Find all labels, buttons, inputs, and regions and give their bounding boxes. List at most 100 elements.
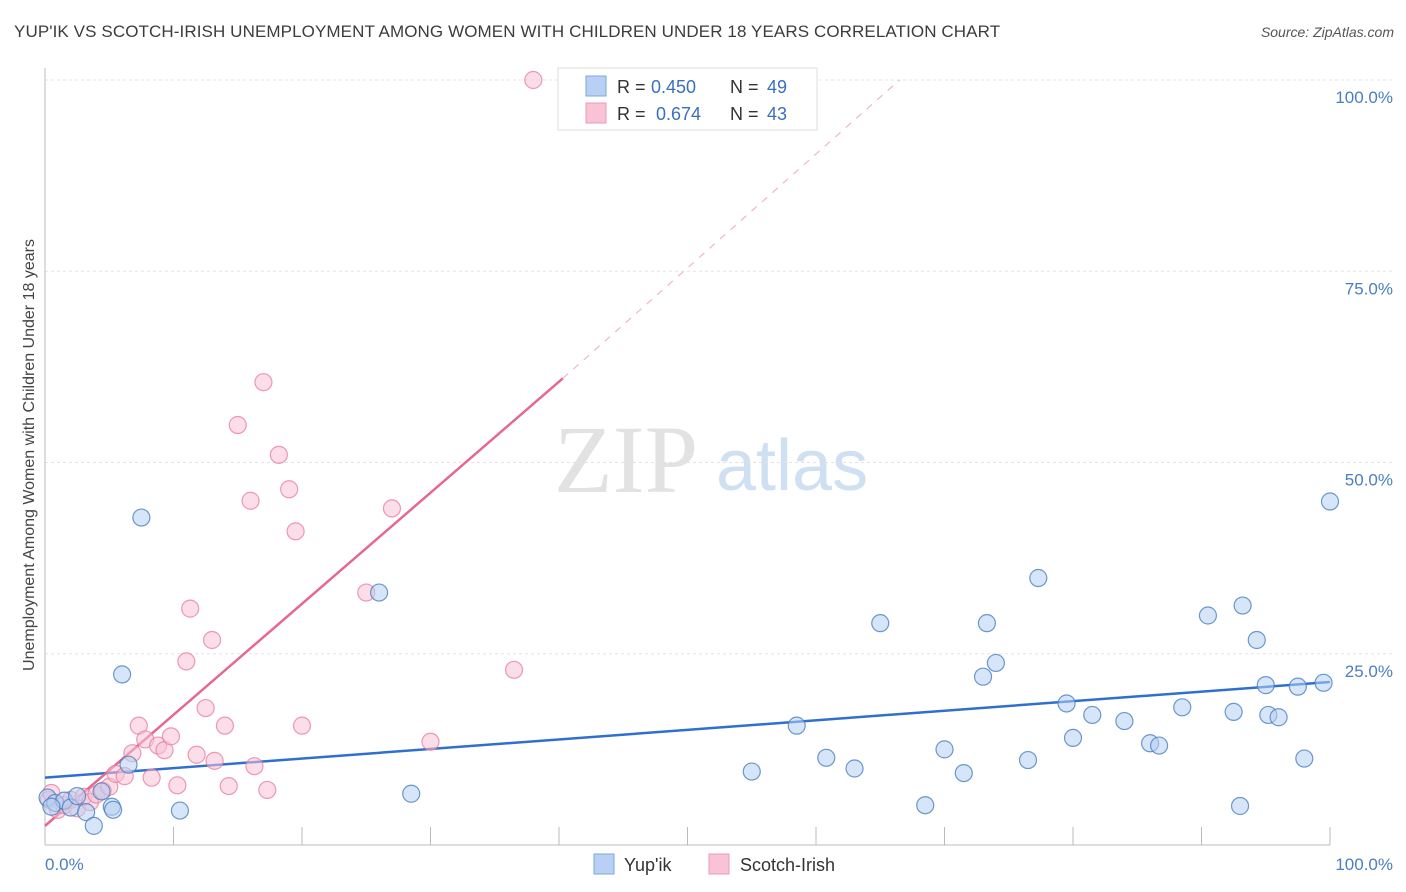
point-yupik-30 (1063, 728, 1083, 748)
y-tick-label-0: 25.0% (1345, 662, 1393, 681)
bottom-legend-scotch-irish: Scotch-Irish (740, 855, 835, 875)
legend-swatch-scotch-irish (585, 102, 607, 124)
point-scotch-irish-22 (181, 599, 200, 618)
point-yupik-22 (935, 740, 954, 759)
point-yupik-13 (170, 801, 190, 820)
point-scotch-irish-28 (219, 776, 238, 796)
point-yupik-48 (42, 797, 61, 816)
point-scotch-irish-40 (421, 732, 440, 751)
point-yupik-19 (845, 759, 864, 778)
point-yupik-39 (1233, 596, 1252, 615)
point-yupik-47 (1320, 492, 1340, 511)
point-scotch-irish-27 (215, 716, 234, 735)
bottom-legend: Yup'ik Scotch-Irish (593, 853, 835, 875)
x-tick-label-0: 0.0% (45, 855, 84, 874)
point-yupik-25 (977, 614, 997, 633)
point-scotch-irish-25 (202, 630, 222, 650)
point-yupik-4 (68, 786, 87, 806)
point-scotch-irish-33 (258, 780, 277, 800)
legend-box: R = 0.450 N = 49 R = 0.674 N = 43 (557, 67, 818, 131)
point-yupik-26 (986, 653, 1006, 673)
point-yupik-37 (1224, 702, 1243, 721)
legend-yupik-n-label: N = (730, 77, 759, 97)
legend-scotch-irish-n-label: N = (730, 104, 759, 124)
point-yupik-35 (1173, 698, 1192, 717)
point-yupik-12 (132, 508, 151, 527)
legend-swatch-yupik (585, 75, 607, 97)
y-tick-label-2: 75.0% (1345, 279, 1393, 298)
trend-line-scotch-irish-extrapolated (562, 79, 900, 379)
point-yupik-10 (112, 665, 132, 684)
point-yupik-6 (84, 816, 103, 835)
point-yupik-34 (1149, 736, 1169, 755)
point-scotch-irish-23 (187, 745, 206, 764)
point-yupik-36 (1198, 606, 1218, 625)
point-scotch-irish-19 (161, 727, 181, 746)
grid (45, 79, 1395, 655)
bottom-legend-swatch-yupik (593, 853, 615, 875)
point-yupik-44 (1288, 677, 1307, 696)
y-tick-label-1: 50.0% (1345, 471, 1393, 490)
point-yupik-5 (77, 803, 96, 822)
point-scotch-irish-31 (245, 757, 264, 776)
point-yupik-45 (1295, 749, 1314, 768)
point-yupik-15 (402, 784, 421, 803)
point-yupik-43 (1269, 708, 1288, 727)
data-points (38, 70, 1340, 835)
point-scotch-irish-20 (168, 776, 187, 795)
point-scotch-irish-39 (382, 499, 402, 518)
watermark-atlas: atlas (716, 426, 868, 506)
point-yupik-32 (1115, 711, 1134, 731)
y-axis-label: Unemployment Among Women with Children U… (21, 239, 38, 671)
point-yupik-9 (104, 800, 123, 819)
point-scotch-irish-42 (524, 70, 543, 90)
point-yupik-29 (1057, 694, 1076, 713)
point-yupik-41 (1256, 676, 1275, 695)
point-yupik-23 (954, 763, 973, 783)
point-scotch-irish-34 (269, 445, 288, 464)
point-yupik-27 (1018, 750, 1038, 770)
point-yupik-18 (817, 748, 836, 767)
point-yupik-17 (787, 716, 806, 735)
x-tick-label-1: 100.0% (1335, 855, 1393, 874)
bottom-legend-swatch-scotch-irish (708, 853, 730, 875)
axes (44, 68, 1331, 846)
point-yupik-11 (119, 755, 138, 774)
point-scotch-irish-35 (280, 480, 299, 499)
legend-scotch-irish-r-value: 0.674 (656, 104, 701, 124)
y-tick-label-3: 100.0% (1335, 88, 1393, 107)
point-scotch-irish-30 (241, 491, 260, 510)
legend-scotch-irish-n-value: 43 (767, 104, 787, 124)
chart-title: YUP'IK VS SCOTCH-IRISH UNEMPLOYMENT AMON… (14, 22, 1001, 41)
point-scotch-irish-37 (292, 716, 312, 735)
point-scotch-irish-32 (254, 373, 273, 392)
point-scotch-irish-21 (177, 652, 196, 671)
point-scotch-irish-16 (142, 768, 161, 787)
point-yupik-24 (973, 667, 993, 686)
legend-yupik-n-value: 49 (767, 77, 787, 97)
point-yupik-21 (916, 796, 935, 815)
point-yupik-14 (370, 583, 389, 602)
watermark-zip: ZIP (554, 406, 698, 513)
point-yupik-40 (1247, 630, 1266, 650)
point-scotch-irish-26 (205, 751, 224, 770)
point-scotch-irish-24 (196, 698, 215, 718)
point-yupik-28 (1029, 568, 1048, 588)
legend-yupik-r-label: R = (617, 77, 646, 97)
point-scotch-irish-29 (228, 415, 247, 435)
tick-labels: 25.0% 50.0% 75.0% 100.0% 0.0% 100.0% (45, 88, 1393, 874)
point-yupik-7 (92, 782, 111, 801)
bottom-legend-yupik: Yup'ik (624, 855, 672, 875)
point-scotch-irish-36 (286, 522, 305, 541)
trend-line-yupik (44, 680, 1331, 779)
legend-yupik-r-value: 0.450 (651, 77, 696, 97)
point-scotch-irish-41 (504, 660, 524, 679)
legend-scotch-irish-r-label: R = (617, 104, 646, 124)
point-yupik-31 (1083, 705, 1102, 725)
point-yupik-38 (1230, 796, 1250, 816)
point-yupik-20 (871, 614, 890, 633)
source-label: Source: ZipAtlas.com (1260, 24, 1394, 40)
point-yupik-16 (742, 762, 761, 781)
point-yupik-46 (1314, 673, 1333, 692)
